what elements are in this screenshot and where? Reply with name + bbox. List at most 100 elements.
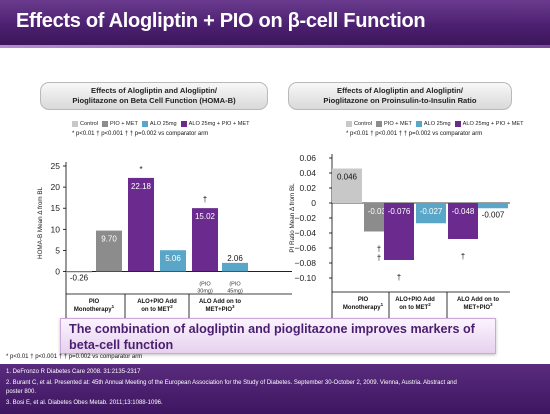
category-label: MET+PIO3 [205, 304, 235, 313]
significance-mark: † [461, 252, 465, 261]
category-reference-sup: 2 [428, 302, 431, 307]
bar-sublabel: 30mg) [197, 289, 213, 295]
bar [222, 262, 248, 272]
y-tick-label: −0.08 [294, 258, 316, 268]
category-label: ALO Add on to [457, 297, 499, 303]
legend-swatch-alo25 [141, 121, 148, 127]
data-label: -0.26 [70, 274, 89, 283]
y-tick-label: 0 [55, 267, 60, 277]
y-axis-label: PI Ratio Mean Δ from BL [289, 183, 296, 253]
data-label: 0.046 [337, 173, 358, 182]
pi-ratio-chart-title: Effects of Alogliptin and Alogliptin/ Pi… [288, 82, 512, 110]
legend-label-alo-pio-met: ALO 25mg + PIO + MET [462, 121, 524, 127]
y-tick-label: −0.06 [294, 243, 316, 253]
category-reference-sup: 1 [381, 302, 384, 307]
data-label: -0.007 [482, 210, 505, 219]
significance-mark: † [377, 245, 381, 254]
significance-mark: † [377, 254, 381, 263]
bar [192, 208, 218, 272]
legend-label-alo25: ALO 25mg [149, 121, 177, 127]
legend-swatch-pio-met [102, 121, 109, 127]
homa-b-chart-title: Effects of Alogliptin and Alogliptin/ Pi… [40, 82, 268, 110]
y-tick-label: 20 [51, 182, 61, 192]
category-label: PIO [358, 297, 369, 303]
legend-label-control: Control [354, 121, 373, 127]
legend-label-control: Control [80, 121, 99, 127]
data-label: -0.027 [420, 207, 443, 216]
category-label: on to MET2 [399, 302, 431, 311]
category-label: MET+PIO3 [463, 302, 493, 311]
y-tick-label: −0.02 [294, 213, 316, 223]
legend-swatch-pio-met [376, 121, 383, 127]
slide-title: Effects of Alogliptin + PIO on β-cell Fu… [16, 10, 426, 32]
category-label: on to MET2 [141, 304, 173, 313]
bar [160, 250, 186, 272]
bar-sublabel: (PIO [199, 282, 211, 288]
y-tick-label: −0.10 [294, 273, 316, 283]
homa-b-legend: Control PIO + MET ALO 25mg ALO 25mg + PI… [68, 121, 250, 127]
significance-footnote: * p<0.01 † p<0.001 † † p=0.002 vs compar… [6, 354, 143, 360]
y-tick-label: −0.04 [294, 228, 316, 238]
y-tick-label: 0.06 [299, 153, 316, 163]
pi-ratio-significance-note: * p<0.01 † p<0.001 † † p=0.002 vs compar… [346, 131, 483, 137]
legend-label-alo-pio-met: ALO 25mg + PIO + MET [188, 121, 250, 127]
legend-swatch-control [72, 121, 78, 127]
significance-mark: † [203, 195, 207, 204]
bar [448, 203, 478, 239]
data-label: -0.038 [368, 207, 391, 216]
homa-b-title-line1: Effects of Alogliptin and Alogliptin/ [91, 86, 217, 95]
y-tick-label: 25 [51, 161, 61, 171]
legend-swatch-control [346, 121, 352, 127]
legend-swatch-alo25 [415, 121, 422, 127]
homa-b-title-line2: Pioglitazone on Beta Cell Function (HOMA… [72, 96, 236, 105]
category-label: ALO Add on to [199, 299, 241, 305]
category-reference-sup: 3 [232, 304, 235, 309]
y-tick-label: 10 [51, 224, 61, 234]
summary-callout: The combination of alogliptin and piogli… [60, 318, 496, 354]
data-label: 9.70 [101, 235, 117, 244]
y-axis-label: HOMA-B Mean Δ from BL [37, 186, 44, 259]
data-label: 22.18 [131, 182, 152, 191]
bar [384, 203, 414, 260]
legend-label-alo25: ALO 25mg [423, 121, 451, 127]
data-label: 15.02 [195, 212, 216, 221]
data-label: -0.048 [452, 207, 475, 216]
legend-label-pio-met: PIO + MET [110, 121, 138, 127]
y-tick-label: 5 [55, 245, 60, 255]
category-reference-sup: 3 [490, 302, 493, 307]
bar [478, 203, 508, 209]
category-label: Monotherapy1 [74, 304, 115, 313]
data-label: 5.06 [165, 254, 181, 263]
bar [66, 271, 92, 273]
reference-3: 3. Bosi E, et al. Diabetes Obes Metab. 2… [6, 400, 163, 406]
pi-ratio-title-line1: Effects of Alogliptin and Alogliptin/ [337, 86, 463, 95]
y-tick-label: 15 [51, 203, 61, 213]
bar [416, 203, 446, 224]
legend-swatch-alo-pio-met [454, 121, 461, 127]
legend-swatch-alo-pio-met [180, 121, 187, 127]
legend-label-pio-met: PIO + MET [384, 121, 412, 127]
category-reference-sup: 2 [170, 304, 173, 309]
reference-1: 1. DeFronzo R Diabetes Care 2008. 31:213… [6, 369, 141, 375]
bar [128, 177, 154, 272]
y-tick-label: 0 [311, 198, 316, 208]
pi-ratio-title-line2: Pioglitazone on Proinsulin-to-Insulin Ra… [323, 96, 477, 105]
category-label: Monotherapy1 [343, 302, 384, 311]
bar [332, 168, 362, 203]
pi-ratio-legend: Control PIO + MET ALO 25mg ALO 25mg + PI… [342, 121, 524, 127]
reference-2: 2. Burant C, et al. Presented at: 45th A… [6, 380, 457, 386]
category-label: PIO [89, 299, 100, 305]
references-bar: 1. DeFronzo R Diabetes Care 2008. 31:213… [0, 364, 550, 414]
bar-sublabel: 45mg) [227, 289, 243, 295]
homa-b-significance-note: * p<0.01 † p<0.001 † † p=0.002 vs compar… [72, 131, 209, 137]
data-label: 2.06 [227, 254, 243, 263]
data-label: -0.076 [388, 207, 411, 216]
bar-sublabel: (PIO [229, 282, 241, 288]
significance-mark: * [139, 165, 142, 174]
category-label: ALO+PIO Add [137, 299, 177, 305]
category-reference-sup: 1 [112, 304, 115, 309]
reference-2-cont: poster 800. [6, 389, 37, 395]
bar [96, 230, 122, 272]
